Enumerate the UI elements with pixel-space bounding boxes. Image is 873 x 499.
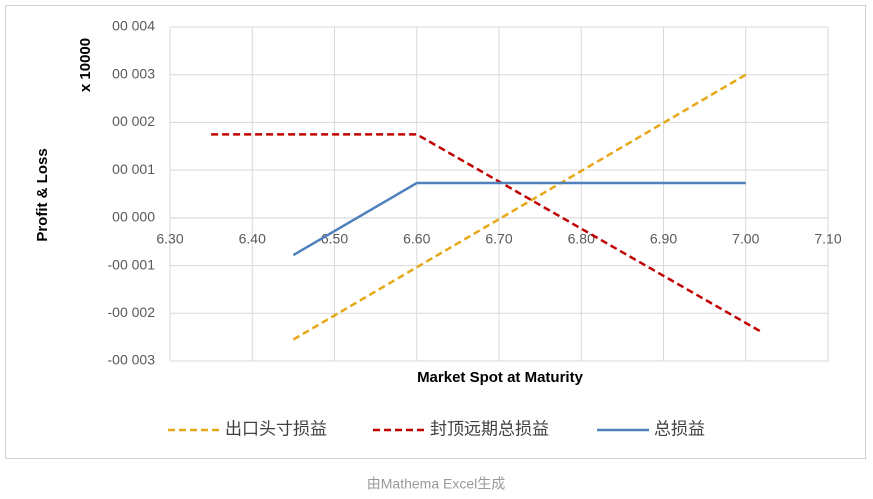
y-tick-label: -00 002 [108,304,156,320]
x-tick-label: 6.90 [650,231,677,247]
legend-label: 出口头寸损益 [225,419,327,438]
x-tick-label: 6.60 [403,231,430,247]
y-tick-label: 00 004 [112,18,155,34]
x-axis-title: Market Spot at Maturity [417,369,584,386]
x-tick-label: 6.70 [485,231,512,247]
y-scale-label: x 10000 [77,38,94,92]
x-tick-label: 6.30 [156,231,183,247]
x-tick-label: 6.50 [321,231,348,247]
y-tick-label: -00 001 [108,256,156,272]
series-line [292,181,746,257]
chart-frame [5,5,866,459]
y-tick-label: 00 003 [112,65,155,81]
y-tick-label: 00 002 [112,113,155,129]
y-tick-label: 00 000 [112,209,155,225]
caption: 由Mathema Excel生成 [367,476,505,492]
y-tick-label: -00 003 [108,352,156,368]
y-tick-label: 00 001 [112,161,155,177]
legend-label: 总损益 [654,419,705,438]
x-tick-label: 7.10 [814,231,841,247]
x-tick-label: 6.80 [568,231,595,247]
x-tick-label: 7.00 [732,231,759,247]
x-tick-label: 6.40 [239,231,266,247]
legend-label: 封顶远期总损益 [430,419,549,438]
series-line [211,133,763,334]
y-axis-title: Profit & Loss [34,148,51,241]
